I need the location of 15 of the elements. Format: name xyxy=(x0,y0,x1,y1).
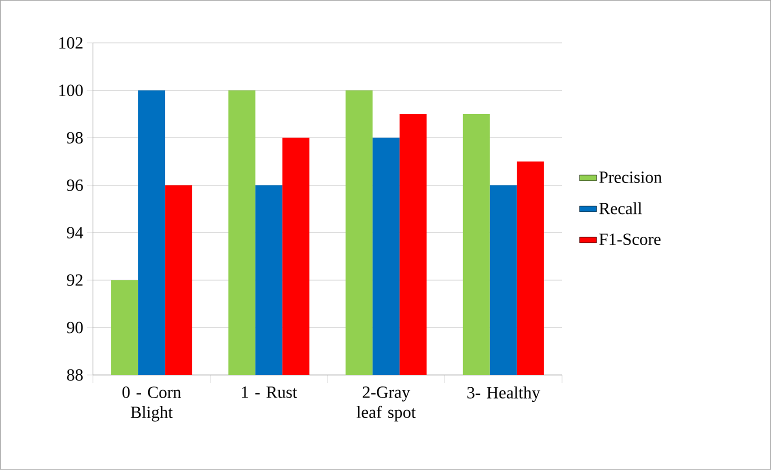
legend-label: Precision xyxy=(599,172,662,184)
x-tick-label: 1 - Rust xyxy=(242,386,298,398)
y-tick-label: 96 xyxy=(66,180,83,191)
x-tick-label: 3- Healthy xyxy=(467,386,540,402)
y-tick-label: 100 xyxy=(59,84,83,96)
y-tick-label: 94 xyxy=(66,226,84,238)
x-tick-label: 0 - Corn Blight xyxy=(122,386,182,422)
x-tick-label: 2-Gray leaf spot xyxy=(356,386,416,422)
legend-label: F1-Score xyxy=(599,234,661,246)
y-tick-label: 92 xyxy=(66,274,82,286)
y-tick-label: 88 xyxy=(67,369,83,381)
y-tick-label: 90 xyxy=(66,322,83,334)
y-tick-label: 98 xyxy=(66,132,83,144)
legend-label: Recall xyxy=(599,202,642,214)
y-tick-label: 102 xyxy=(59,37,82,49)
